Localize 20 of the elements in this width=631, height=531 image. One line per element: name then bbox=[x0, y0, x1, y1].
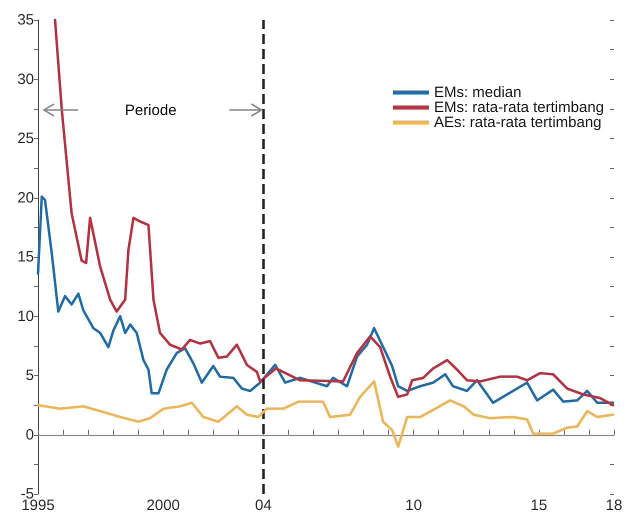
legend-label: EMs: median bbox=[434, 84, 522, 101]
line-series bbox=[36, 380, 614, 448]
y-tick-label: 0 bbox=[26, 426, 34, 444]
line-series bbox=[36, 195, 614, 404]
line-series bbox=[54, 18, 614, 406]
x-tick-label: 2000 bbox=[146, 497, 180, 514]
x-tick-label: 18 bbox=[606, 497, 622, 514]
y-tick-label: 25 bbox=[17, 130, 34, 147]
legend-label: AEs: rata-rata tertimbang bbox=[434, 114, 602, 131]
y-tick-label: 5 bbox=[26, 367, 34, 384]
y-tick-label: 30 bbox=[17, 70, 34, 88]
y-tick-label: 35 bbox=[17, 12, 34, 28]
y-tick-label: 20 bbox=[17, 189, 34, 206]
x-tick-label: 15 bbox=[530, 497, 548, 514]
legend-label: EMs: rata-rata tertimbang bbox=[434, 99, 604, 116]
x-tick-label: 04 bbox=[255, 497, 272, 514]
annotation: Periode bbox=[124, 102, 177, 119]
y-tick-label: 15 bbox=[17, 248, 34, 266]
y-tick-label: 10 bbox=[17, 308, 34, 325]
x-tick-label: 10 bbox=[405, 497, 422, 514]
